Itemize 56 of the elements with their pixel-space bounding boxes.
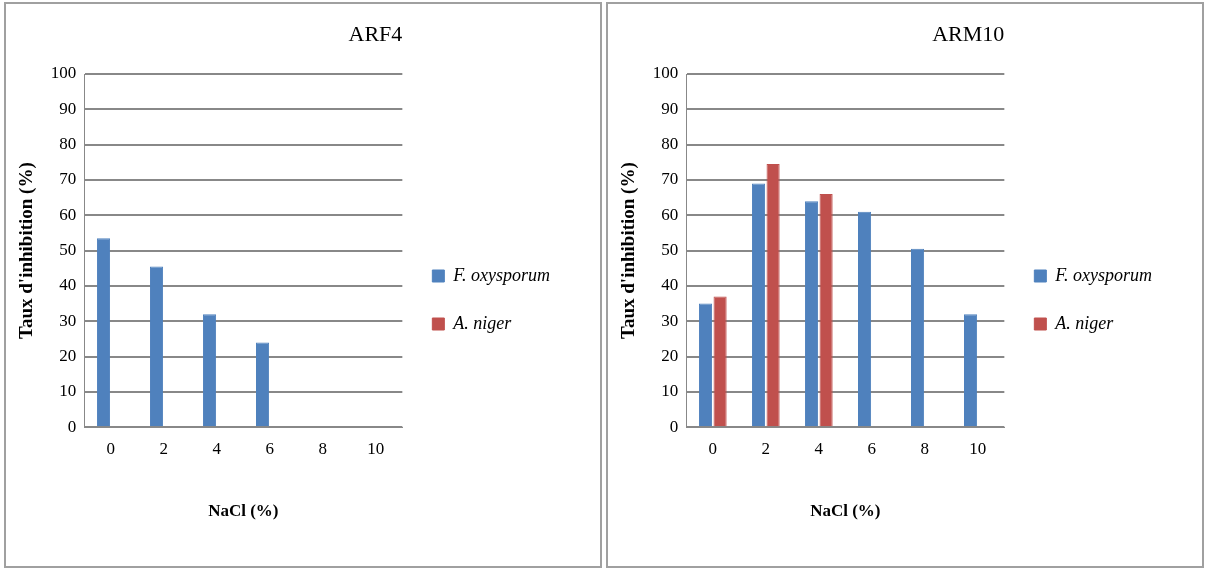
y-tick-label: 40 bbox=[661, 275, 679, 295]
bar bbox=[202, 314, 217, 427]
y-tick-label: 10 bbox=[661, 381, 679, 401]
y-tick-label: 0 bbox=[67, 416, 77, 436]
legend-label: A. niger bbox=[452, 312, 513, 333]
x-axis-title: NaCl (%) bbox=[208, 501, 279, 521]
y-axis-title: Taux d'inhibition (%) bbox=[617, 162, 640, 339]
bar bbox=[698, 303, 713, 427]
y-tick-label: 100 bbox=[652, 63, 679, 83]
y-tick-label: 10 bbox=[59, 381, 77, 401]
x-tick-label: 0 bbox=[708, 438, 718, 458]
chart-title: ARM10 bbox=[932, 20, 1005, 46]
bar bbox=[149, 266, 164, 427]
x-axis-title: NaCl (%) bbox=[810, 501, 881, 521]
legend-label: F. oxysporum bbox=[1054, 264, 1153, 285]
chart-title: ARF4 bbox=[348, 20, 403, 46]
bar bbox=[963, 314, 978, 427]
y-tick-label: 30 bbox=[59, 310, 77, 330]
y-axis-title: Taux d'inhibition (%) bbox=[15, 162, 38, 339]
x-tick-label: 10 bbox=[367, 438, 385, 458]
y-tick-label: 80 bbox=[59, 134, 77, 154]
legend-label: A. niger bbox=[1054, 312, 1115, 333]
x-tick-label: 6 bbox=[867, 438, 877, 458]
y-tick-label: 90 bbox=[59, 98, 77, 118]
y-tick-label: 70 bbox=[661, 169, 679, 189]
y-tick-label: 50 bbox=[59, 240, 77, 260]
bar bbox=[713, 296, 727, 427]
bar bbox=[857, 211, 872, 427]
x-tick-label: 0 bbox=[106, 438, 116, 458]
y-tick-label: 60 bbox=[661, 204, 679, 224]
y-tick-label: 80 bbox=[661, 134, 679, 154]
y-tick-label: 0 bbox=[669, 416, 679, 436]
x-tick-label: 8 bbox=[318, 438, 328, 458]
x-tick-label: 2 bbox=[761, 438, 771, 458]
y-tick-label: 60 bbox=[59, 204, 77, 224]
legend-label: F. oxysporum bbox=[452, 264, 551, 285]
bar bbox=[96, 238, 111, 427]
y-tick-label: 30 bbox=[661, 310, 679, 330]
bar bbox=[751, 183, 766, 427]
bar bbox=[819, 194, 833, 427]
bar bbox=[804, 201, 819, 427]
y-tick-label: 20 bbox=[59, 346, 77, 366]
y-tick-label: 50 bbox=[661, 240, 679, 260]
x-tick-label: 4 bbox=[212, 438, 222, 458]
bar bbox=[910, 248, 925, 427]
y-tick-label: 40 bbox=[59, 275, 77, 295]
y-tick-label: 90 bbox=[661, 98, 679, 118]
x-tick-label: 2 bbox=[159, 438, 169, 458]
y-tick-label: 20 bbox=[661, 346, 679, 366]
y-tick-label: 70 bbox=[59, 169, 77, 189]
x-tick-label: 6 bbox=[265, 438, 275, 458]
x-tick-label: 8 bbox=[920, 438, 930, 458]
y-tick-label: 100 bbox=[50, 63, 77, 83]
x-tick-label: 4 bbox=[814, 438, 824, 458]
x-tick-label: 10 bbox=[969, 438, 987, 458]
bar bbox=[766, 164, 780, 427]
